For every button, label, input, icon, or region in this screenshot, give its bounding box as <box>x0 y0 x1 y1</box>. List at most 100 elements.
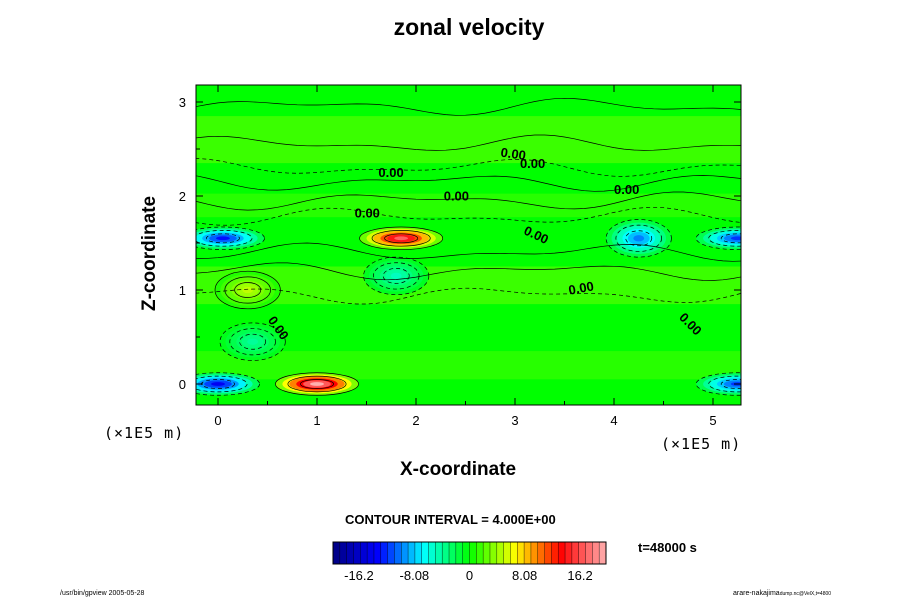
field-feature <box>216 236 230 241</box>
y-axis-unit: (×1E5 m) <box>104 424 185 442</box>
contour-ring <box>372 262 420 290</box>
y-tick-label: 2 <box>179 189 186 204</box>
field-band <box>196 266 741 305</box>
contour-ring <box>219 322 286 361</box>
contour-label: 0.00 <box>520 156 545 171</box>
colorbar-tick-label: -16.2 <box>344 568 374 583</box>
contour-ring <box>695 372 741 396</box>
colorbar-segment <box>558 542 566 564</box>
field-layer: 0.000.000.000.00 0.000.000.000.000.000.00 <box>196 85 741 405</box>
contour-ring <box>196 372 260 396</box>
colorbar-segment <box>353 542 361 564</box>
footer-source-file: dump.nc@VelX,t=4800 <box>779 591 832 597</box>
colorbar-segment <box>517 542 525 564</box>
contour-line <box>196 134 741 151</box>
contour-ring <box>196 226 265 250</box>
contour-label: 0.00 <box>614 182 639 197</box>
colorbar-frame <box>332 541 607 565</box>
chart-title: zonal velocity <box>393 14 545 40</box>
contour-line <box>196 262 741 281</box>
y-tick-label: 1 <box>179 283 186 298</box>
colorbar-segment <box>455 542 463 564</box>
contour-label: 0.00 <box>500 145 527 163</box>
field-band <box>196 116 741 164</box>
colorbar-segment <box>551 542 559 564</box>
field-feature <box>242 286 254 294</box>
contour-line <box>196 242 741 262</box>
contour-label: 0.00 <box>444 189 469 204</box>
colorbar-segment <box>428 542 436 564</box>
colorbar-segment <box>435 542 443 564</box>
colorbar-segment <box>339 542 347 564</box>
colorbar-segment <box>394 542 402 564</box>
contour-ring <box>214 270 281 310</box>
field-band <box>196 193 741 218</box>
colorbar-segment <box>578 542 586 564</box>
colorbar-segment <box>333 542 341 564</box>
colorbar-segment <box>346 542 354 564</box>
contour-ring <box>229 328 276 356</box>
contour-ring <box>708 230 741 247</box>
colorbar-tick-label: 0 <box>466 568 473 583</box>
contour-label: 0.00 <box>567 278 595 297</box>
footer-source-name: arare-nakajima <box>733 590 780 597</box>
contour-label: 0.00 <box>378 165 403 180</box>
colorbar-segment <box>496 542 504 564</box>
contour-ring <box>239 333 267 350</box>
contour-ring <box>287 375 347 393</box>
contour-ring <box>359 226 444 250</box>
colorbar-segment <box>421 542 429 564</box>
plot-frame <box>195 84 742 406</box>
field-feature <box>211 382 225 386</box>
contour-line <box>196 191 741 211</box>
colorbar-segment <box>571 542 579 564</box>
axes: 0 1 2 3 4 5 0 1 2 3 <box>179 84 742 428</box>
colorbar-segment <box>469 542 477 564</box>
field-band <box>196 351 741 380</box>
field-feature <box>633 235 645 242</box>
colorbar-segment <box>544 542 552 564</box>
contour-interval-label: CONTOUR INTERVAL = 4.000E+00 <box>345 512 556 527</box>
colorbar-segment <box>585 542 593 564</box>
x-axis-label: X-coordinate <box>400 459 517 480</box>
contour-ring <box>384 233 419 244</box>
footer-source: arare-nakajimadump.nc@VelX,t=4800 <box>733 590 831 597</box>
contour-ring <box>196 375 248 393</box>
colorbar-segment <box>476 542 484 564</box>
contour-ring <box>234 282 262 298</box>
contour-line <box>196 97 741 116</box>
colorbar-segment <box>524 542 532 564</box>
contour-ring <box>275 372 359 396</box>
colorbar-tick-label: -8.08 <box>400 568 430 583</box>
colorbar: -16.2 -8.08 0 8.08 16.2 <box>332 541 607 583</box>
colorbar-segment <box>483 542 491 564</box>
time-label: t=48000 s <box>638 540 697 555</box>
colorbar-segment <box>462 542 470 564</box>
contour-ring <box>224 276 271 304</box>
colorbar-segment <box>360 542 368 564</box>
contour-line <box>196 158 741 177</box>
colorbar-segment <box>510 542 518 564</box>
colorbar-segment <box>537 542 545 564</box>
colorbar-segment <box>489 542 498 564</box>
colorbar-segment <box>414 542 423 564</box>
contour-ring <box>205 233 240 244</box>
y-tick-label: 0 <box>179 377 186 392</box>
x-tick-label: 4 <box>610 413 617 428</box>
field-feature <box>394 236 409 241</box>
contour-ring <box>196 230 253 247</box>
colorbar-segment <box>449 542 457 564</box>
colorbar-segment <box>387 542 395 564</box>
contour-line <box>196 287 741 305</box>
field-feature <box>310 382 324 386</box>
colorbar-segment <box>408 542 416 564</box>
colorbar-segment <box>373 542 382 564</box>
field-feature <box>730 236 741 241</box>
contour-label: 0.00 <box>355 206 380 221</box>
x-tick-label: 0 <box>214 413 221 428</box>
colorbar-segment <box>380 542 388 564</box>
contour-ring <box>695 226 741 250</box>
contour-ring <box>371 230 431 247</box>
y-tick-label: 3 <box>179 95 186 110</box>
